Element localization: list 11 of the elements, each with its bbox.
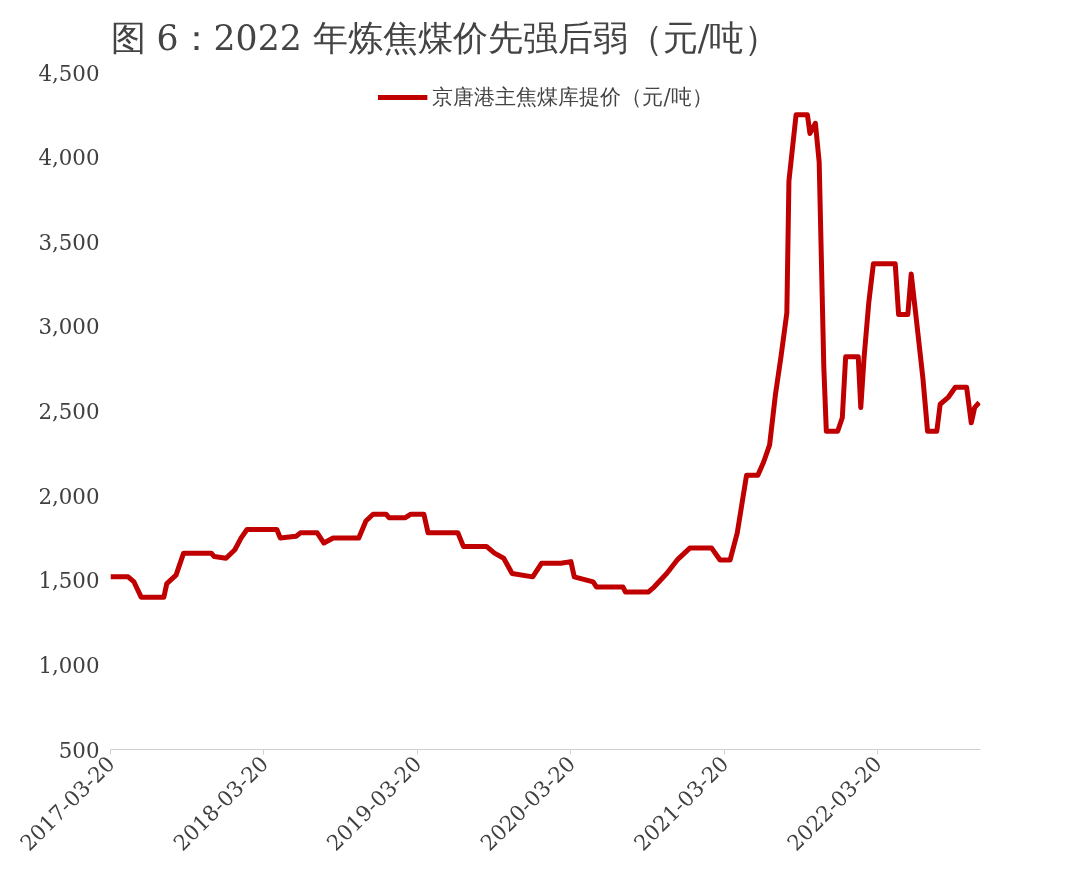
y-tick-label: 500	[58, 737, 100, 763]
y-tick-label: 4,500	[38, 60, 100, 86]
y-tick-label: 1,000	[38, 652, 100, 678]
y-tick-label: 2,500	[38, 399, 100, 424]
chart-title: 图 6：2022 年炼焦煤价先强后弱（元/吨）	[110, 17, 780, 58]
y-tick-label: 3,500	[38, 229, 100, 255]
y-tick-label: 1,500	[38, 568, 100, 594]
y-tick-label: 3,000	[38, 314, 100, 340]
legend-label: 京唐港主焦煤库提价（元/吨）	[432, 83, 713, 111]
y-tick-label: 4,000	[38, 145, 100, 171]
y-tick-label: 2,000	[38, 483, 100, 509]
